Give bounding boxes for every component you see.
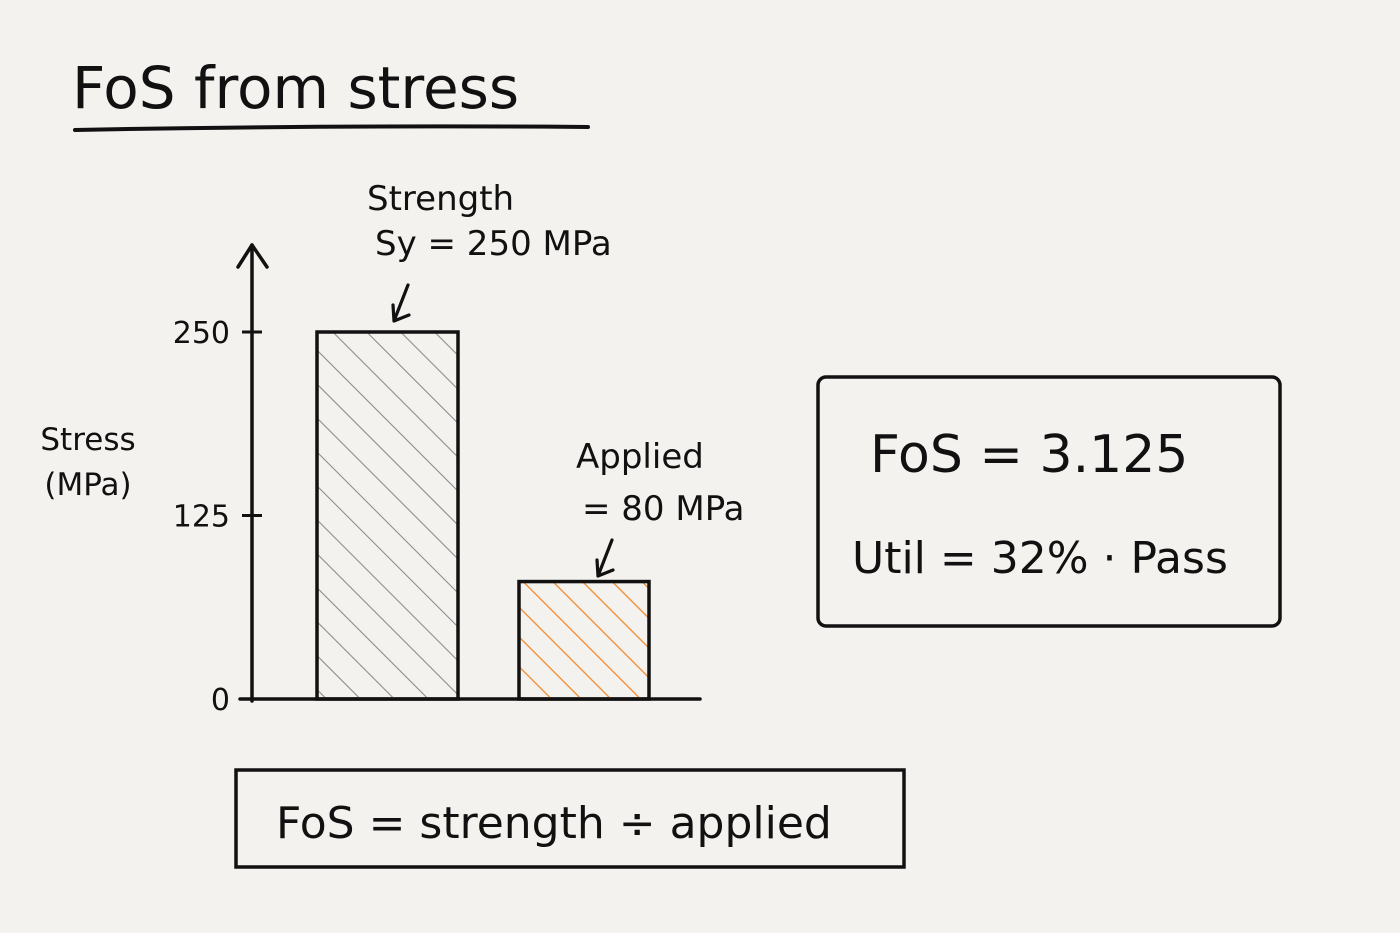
- title-underline: [73, 124, 590, 132]
- formula-box-frame: [234, 768, 906, 869]
- bar-applied: [517, 579, 651, 701]
- y-tick-label: 0: [211, 683, 230, 718]
- fos-value: FoS = 3.125: [870, 425, 1188, 485]
- annotation-strength-line-1: Strength: [367, 179, 514, 219]
- formula-text: FoS = strength ÷ applied: [276, 798, 832, 849]
- y-tick-label: 125: [173, 500, 230, 535]
- annotation-arrow-icon: [595, 538, 615, 578]
- page-title: FoS from stress: [72, 54, 519, 122]
- y-axis-label-line-1: Stress: [40, 422, 135, 458]
- bar-strength: [315, 330, 460, 701]
- utilization-status: Util = 32% · Pass: [852, 533, 1228, 584]
- bars: [315, 330, 651, 701]
- result-box: FoS = 3.125 Util = 32% · Pass: [816, 375, 1282, 628]
- bar-annotations: Strength Sy = 250 MPa Applied = 80 MPa: [367, 179, 745, 578]
- y-axis: [236, 243, 269, 703]
- annotation-applied-line-2: = 80 MPa: [582, 489, 745, 529]
- formula-box: FoS = strength ÷ applied: [234, 768, 906, 869]
- y-axis-arrow-icon: [236, 243, 269, 269]
- y-tick-label: 250: [173, 316, 230, 351]
- annotation-arrow-icon: [391, 283, 411, 323]
- y-ticks: 0 125 250: [173, 316, 262, 718]
- stress-bar-chart: 0 125 250 Strength Sy = 250 MPa Applied = 80 …: [40, 179, 744, 718]
- annotation-strength-line-2: Sy = 250 MPa: [375, 224, 612, 264]
- y-axis-label: Stress (MPa): [40, 422, 135, 503]
- y-axis-label-line-2: (MPa): [44, 467, 131, 503]
- result-box-frame: [816, 375, 1282, 628]
- annotation-applied-line-1: Applied: [576, 437, 704, 477]
